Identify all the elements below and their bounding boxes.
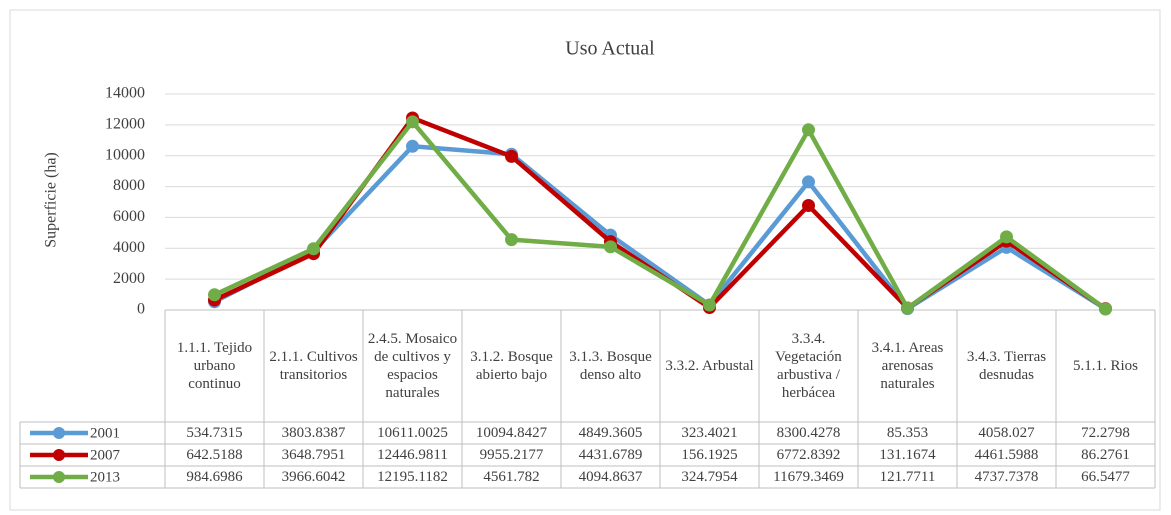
table-value: 8300.4278: [776, 425, 841, 441]
point: [1099, 302, 1112, 316]
point: [505, 149, 518, 163]
point: [1000, 230, 1013, 244]
table-value: 10611.0025: [377, 425, 448, 441]
chart-title: Uso Actual: [565, 38, 655, 60]
table-value: 3648.7951: [281, 447, 346, 463]
table-value: 3966.6042: [281, 469, 346, 485]
table-value: 85.353: [886, 425, 929, 441]
table-value: 4431.6789: [578, 447, 643, 463]
y-tick-label: 14000: [105, 85, 145, 102]
legend-key-marker: [53, 449, 65, 461]
table-value: 10094.8427: [475, 425, 548, 441]
table-value: 72.2798: [1081, 425, 1130, 441]
y-tick-label: 0: [137, 301, 145, 318]
y-tick-label: 10000: [105, 146, 145, 163]
table-value: 4094.8637: [578, 469, 643, 485]
category-label: 2.4.5. Mosaico de cultivos y espacios na…: [367, 331, 458, 401]
table-value: 324.7954: [681, 469, 738, 485]
table-value: 534.7315: [186, 425, 243, 441]
table-value: 156.1925: [681, 447, 738, 463]
table-value: 323.4021: [681, 425, 738, 441]
category-label: 3.3.4. Vegetación arbustiva / herbácea: [775, 331, 842, 401]
point: [604, 240, 617, 254]
table-value: 121.7711: [879, 469, 936, 485]
y-tick-label: 2000: [113, 270, 145, 287]
point: [802, 123, 815, 137]
table-value: 3803.8387: [281, 425, 346, 441]
point: [802, 175, 815, 189]
category-label: 5.1.1. Rios: [1072, 358, 1138, 374]
table-value: 984.6986: [186, 469, 243, 485]
table-value: 4058.027: [978, 425, 1035, 441]
category-label: 3.4.1. Areas arenosas naturales: [871, 340, 944, 392]
y-tick-label: 4000: [113, 239, 145, 256]
table-value: 66.5477: [1081, 469, 1130, 485]
legend-key-marker: [53, 427, 65, 439]
table-value: 9955.2177: [479, 447, 544, 463]
table-value: 4737.7378: [974, 469, 1039, 485]
series-line: [213, 144, 1107, 311]
table-value: 12195.1182: [377, 469, 448, 485]
table-value: 11679.3469: [773, 469, 844, 485]
table-value: 4561.782: [483, 469, 540, 485]
point: [703, 298, 716, 312]
category-label: 3.3.2. Arbustal: [665, 358, 754, 374]
y-tick-label: 12000: [105, 116, 145, 133]
point: [208, 288, 221, 302]
point: [505, 233, 518, 247]
category-label: 3.4.3. Tierras desnudas: [966, 349, 1047, 383]
point: [802, 199, 815, 213]
table-value: 12446.9811: [377, 447, 448, 463]
y-axis-label: Superficie (ha): [43, 152, 60, 248]
category-label: 3.1.3. Bosque denso alto: [569, 349, 652, 383]
table-value: 4461.5988: [974, 447, 1039, 463]
table-value: 131.1674: [879, 447, 936, 463]
category-label: 1.1.1. Tejido urbano continuo: [176, 340, 253, 392]
y-tick-label: 6000: [113, 208, 145, 225]
table-value: 86.2761: [1081, 447, 1130, 463]
y-tick-label: 8000: [113, 177, 145, 194]
category-label: 3.1.2. Bosque abierto bajo: [470, 349, 553, 383]
series-line: [213, 119, 1107, 311]
category-label: 2.1.1. Cultivos transitorios: [269, 349, 358, 383]
point: [406, 139, 419, 153]
legend-label: 2013: [90, 469, 120, 485]
point: [406, 115, 419, 129]
chart-border: [9, 9, 1161, 511]
table-value: 6772.8392: [776, 447, 841, 463]
legend-label: 2001: [90, 425, 120, 441]
table-value: 642.5188: [186, 447, 243, 463]
legend-key-marker: [53, 471, 65, 483]
legend-label: 2007: [90, 447, 121, 463]
table-value: 4849.3605: [578, 425, 643, 441]
point: [901, 301, 914, 315]
point: [307, 242, 320, 256]
